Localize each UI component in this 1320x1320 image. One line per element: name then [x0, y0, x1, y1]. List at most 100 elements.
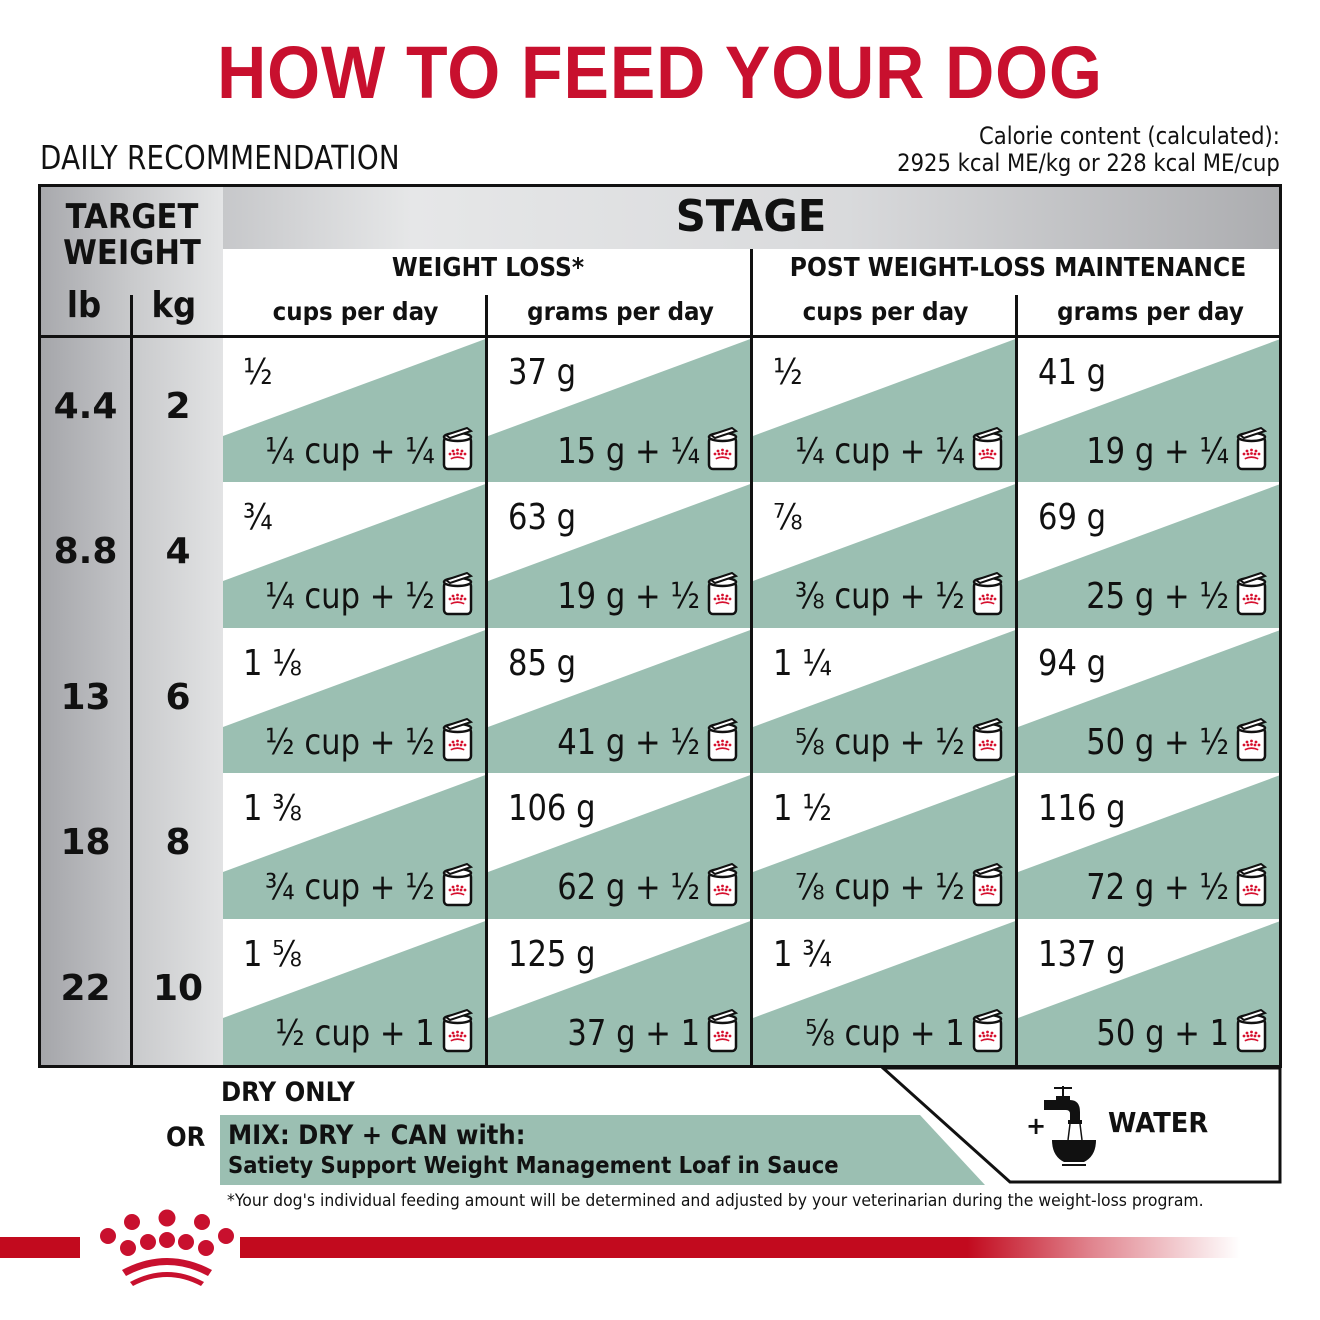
calorie-line-2: 2925 kcal ME/kg or 228 kcal ME/cup — [897, 149, 1280, 177]
lb-column — [41, 338, 130, 1065]
legend-mix-title: MIX: DRY + CAN with: — [228, 1120, 526, 1151]
table-cell-wl-cups: 1 ⅜ ¾ cup + ½ — [223, 774, 485, 920]
col-header-wl-grams: grams per day — [527, 297, 714, 326]
can-icon — [707, 572, 739, 616]
dry-only-amount: 1 ⅛ — [243, 642, 302, 684]
col-divider — [485, 295, 488, 337]
mix-amount: ¼ cup + ¼ — [795, 431, 965, 472]
target-weight-title: TARGET WEIGHT — [50, 199, 214, 271]
dry-only-amount: 63 g — [508, 497, 577, 539]
col-divider — [750, 335, 753, 1065]
table-cell-wl-cups: ½ ¼ cup + ¼ — [223, 338, 485, 483]
group-weight-loss-header: WEIGHT LOSS* — [391, 253, 585, 283]
mix-wedge — [488, 775, 750, 920]
table-cell-wl-grams: 106 g 62 g + ½ — [488, 774, 750, 920]
dry-only-amount: 1 ½ — [773, 788, 832, 830]
mix-amount: ½ cup + 1 — [275, 1012, 435, 1054]
weight-lb-cell: 4.4 — [53, 386, 118, 427]
unit-kg-header: kg — [151, 285, 197, 326]
dry-only-amount: ¾ — [243, 497, 273, 539]
mix-amount: ⅝ cup + ½ — [795, 721, 965, 763]
col-header-pm-cups: cups per day — [802, 297, 969, 326]
mix-amount: ¾ cup + ½ — [265, 867, 435, 909]
unit-divider — [130, 295, 133, 337]
table-cell-wl-grams: 37 g 15 g + ¼ — [488, 338, 750, 483]
unit-lb-header: lb — [66, 285, 102, 326]
page-title: HOW TO FEED YOUR DOG — [217, 31, 1103, 114]
target-weight-header: TARGET WEIGHT lb kg — [41, 187, 223, 337]
dry-only-amount: 1 ⅜ — [243, 788, 302, 830]
can-icon — [1236, 1008, 1268, 1052]
mix-amount: 25 g + ½ — [1086, 576, 1229, 618]
can-icon — [707, 427, 739, 471]
footnote: *Your dog's individual feeding amount wi… — [227, 1191, 1204, 1211]
dry-only-amount: 69 g — [1038, 497, 1107, 539]
mix-wedge — [488, 484, 750, 629]
mix-amount: ¼ cup + ¼ — [265, 431, 435, 472]
table-cell-pm-grams: 41 g 19 g + ¼ — [1018, 338, 1279, 483]
mix-wedge — [753, 775, 1015, 920]
dry-only-amount: 37 g — [508, 352, 577, 393]
dry-only-amount: 116 g — [1038, 788, 1126, 830]
mix-amount: 50 g + ½ — [1086, 721, 1229, 763]
mix-wedge — [1018, 484, 1279, 629]
dry-only-amount: 85 g — [508, 642, 577, 684]
group-divider — [750, 249, 753, 337]
col-divider — [1015, 295, 1018, 337]
mix-wedge — [488, 339, 750, 483]
dry-only-amount: 41 g — [1038, 352, 1107, 393]
table-cell-pm-grams: 69 g 25 g + ½ — [1018, 483, 1279, 629]
mix-wedge — [1018, 775, 1279, 920]
kg-column — [133, 338, 223, 1065]
stage-band — [41, 187, 1279, 249]
can-icon — [442, 863, 474, 907]
can-icon — [972, 863, 1004, 907]
table-cell-pm-grams: 137 g 50 g + 1 — [1018, 919, 1279, 1065]
weight-lb-cell: 8.8 — [53, 531, 118, 573]
mix-wedge — [488, 629, 750, 774]
legend-or: OR — [166, 1122, 206, 1153]
mix-wedge — [753, 484, 1015, 629]
mix-amount: 19 g + ¼ — [1086, 431, 1229, 472]
table-cell-wl-cups: 1 ⅛ ½ cup + ½ — [223, 628, 485, 774]
mix-amount: ¼ cup + ½ — [265, 576, 435, 618]
brand-red-bar — [0, 1237, 1240, 1258]
col-header-pm-grams: grams per day — [1057, 297, 1244, 326]
mix-wedge — [223, 339, 485, 483]
mix-wedge — [753, 629, 1015, 774]
table-cell-pm-cups: 1 ¼ ⅝ cup + ½ — [753, 628, 1015, 774]
water-plus-sign: + — [1026, 1112, 1047, 1140]
lb-kg-divider — [130, 335, 133, 1065]
stage-header: STAGE — [675, 191, 827, 242]
can-icon — [442, 717, 474, 762]
mix-amount: ⅝ cup + 1 — [805, 1012, 965, 1054]
mix-amount: 19 g + ½ — [557, 576, 700, 618]
mix-amount: ⅜ cup + ½ — [795, 576, 965, 618]
table-cell-pm-cups: 1 ½ ⅞ cup + ½ — [753, 774, 1015, 920]
can-icon — [442, 427, 474, 471]
table-cell-pm-grams: 116 g 72 g + ½ — [1018, 774, 1279, 920]
can-icon — [1236, 427, 1268, 471]
can-icon — [707, 1008, 739, 1052]
mix-amount: 41 g + ½ — [557, 721, 700, 763]
table-cell-pm-cups: ⅞ ⅜ cup + ½ — [753, 483, 1015, 629]
legend-mix-band — [220, 1115, 985, 1185]
dry-only-amount: 125 g — [508, 933, 596, 975]
can-icon — [707, 863, 739, 907]
table-cell-pm-grams: 94 g 50 g + ½ — [1018, 628, 1279, 774]
mix-amount: 72 g + ½ — [1086, 867, 1229, 909]
table-cell-wl-cups: ¾ ¼ cup + ½ — [223, 483, 485, 629]
weight-kg-cell: 4 — [165, 531, 191, 573]
mix-wedge — [223, 920, 485, 1065]
table-cell-wl-grams: 85 g 41 g + ½ — [488, 628, 750, 774]
table-cell-wl-grams: 63 g 19 g + ½ — [488, 483, 750, 629]
mix-wedge — [1018, 921, 1279, 1065]
target-label: TARGET — [65, 197, 199, 237]
can-icon — [1236, 863, 1268, 907]
can-icon — [972, 427, 1004, 471]
can-icon — [972, 717, 1004, 762]
header-rule — [41, 335, 1279, 338]
section-heading: DAILY RECOMMENDATION — [40, 138, 400, 177]
calorie-content: Calorie content (calculated): 2925 kcal … — [897, 123, 1280, 177]
dry-only-amount: ½ — [773, 352, 803, 393]
